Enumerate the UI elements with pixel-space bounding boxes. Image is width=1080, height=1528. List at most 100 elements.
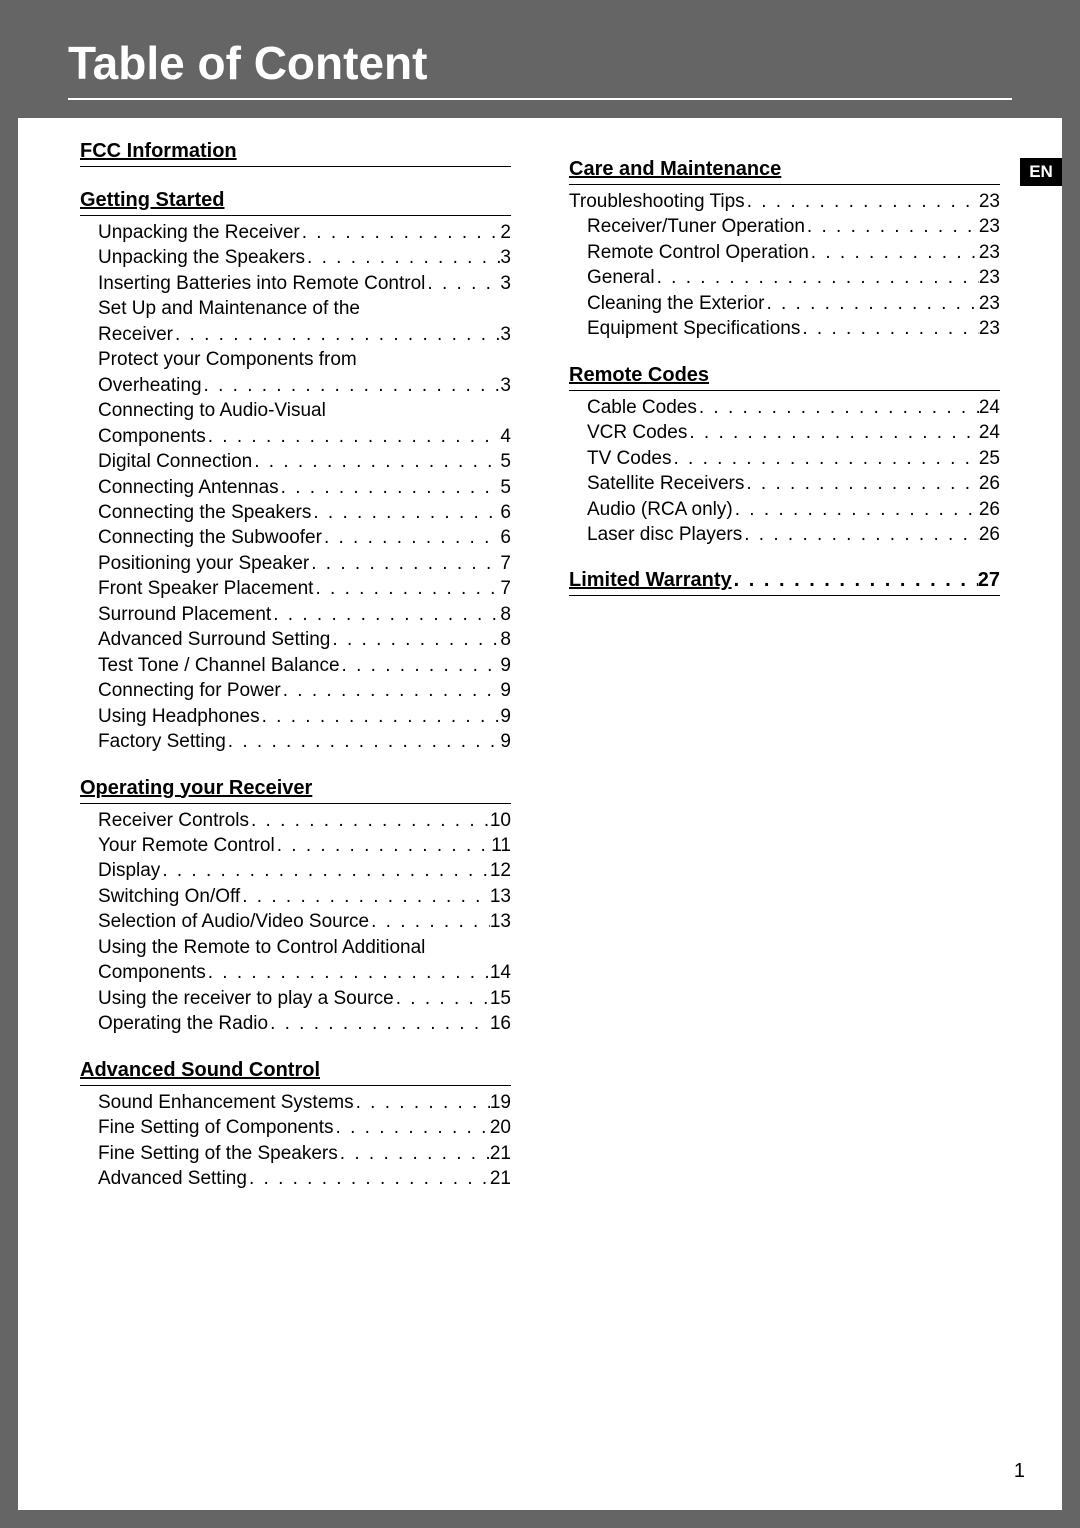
toc-entry-page: 23 [979,265,1000,290]
section-fcc: FCC Information [80,140,511,167]
toc-entry-label: Equipment Specifications [587,316,800,341]
toc-entry-continuation: Using the Remote to Control Additional [98,935,511,960]
toc-entry-leader: . . . . . . . . . . . . . . . . . . . . … [764,291,978,316]
toc-entry-label: Using Headphones [98,704,260,729]
toc-entry-leader: . . . . . . . . . . . . . . . . . . . . … [279,475,501,500]
toc-entry-page: 9 [500,729,511,754]
toc-entry-leader: . . . . . . . . . . . . . . . . . . . . … [252,449,500,474]
toc-entry-leader: . . . . . . . . . . . . . . . . . . . . … [247,1166,490,1191]
toc-entry-page: 8 [500,627,511,652]
entries-getting-started: Unpacking the Receiver . . . . . . . . .… [80,220,511,755]
toc-entry-page: 8 [500,602,511,627]
toc-entry-leader: . . . . . . . . . . . . . . . . . . . . … [655,265,979,290]
toc-entry-page: 26 [979,471,1000,496]
toc-entry-leader: . . . . . . . . . . . . . . . . . . . . … [311,500,500,525]
toc-entry: Equipment Specifications . . . . . . . .… [569,316,1000,341]
toc-entry-page: 3 [500,245,511,270]
toc-entry-page: 13 [490,909,511,934]
toc-entry-leader: . . . . . . . . . . . . . . . . . . . . … [202,373,501,398]
toc-entry-label: Factory Setting [98,729,226,754]
toc-entry: Positioning your Speaker . . . . . . . .… [98,551,511,576]
section-advanced-sound: Advanced Sound Control Sound Enhancement… [80,1059,511,1192]
toc-entry-label: Connecting the Speakers [98,500,311,525]
toc-entry-page: 23 [979,240,1000,265]
toc-entry: VCR Codes . . . . . . . . . . . . . . . … [587,420,1000,445]
toc-entry-leader: . . . . . . . . . . . . . . . . . . . . … [330,627,500,652]
toc-entry: Advanced Setting . . . . . . . . . . . .… [98,1166,511,1191]
entries-operating: Receiver Controls . . . . . . . . . . . … [80,808,511,1037]
toc-entry: Receiver . . . . . . . . . . . . . . . .… [98,322,511,347]
toc-entry: Operating the Radio . . . . . . . . . . … [98,1011,511,1036]
toc-entry-page: 12 [490,858,511,883]
toc-entry: Using the receiver to play a Source . . … [98,986,511,1011]
toc-entry: Receiver/Tuner Operation . . . . . . . .… [569,214,1000,239]
section-heading-warranty: Limited Warranty . . . . . . . . . . . .… [569,569,1000,596]
toc-entry: Test Tone / Channel Balance . . . . . . … [98,653,511,678]
toc-entry-label: Unpacking the Receiver [98,220,300,245]
toc-entry-leader: . . . . . . . . . . . . . . . . . . . . … [322,525,500,550]
toc-entry-leader: . . . . . . . . . . . . . . . . . . . . … [268,1011,490,1036]
toc-entry: Laser disc Players . . . . . . . . . . .… [587,522,1000,547]
toc-entry: Display . . . . . . . . . . . . . . . . … [98,858,511,883]
toc-entry-page: 9 [500,704,511,729]
toc-entry-leader: . . . . . . . . . . . . . . . . . . . . … [281,678,501,703]
toc-entry: Digital Connection . . . . . . . . . . .… [98,449,511,474]
toc-entry-continuation: Protect your Components from [98,347,511,372]
toc-entry-label: Cleaning the Exterior [587,291,764,316]
toc-entry-leader: . . . . . . . . . . . . . . . . . . . . … [313,576,500,601]
warranty-leader: . . . . . . . . . . . . . . . . . . . . … [732,569,978,592]
toc-entry: Using Headphones . . . . . . . . . . . .… [98,704,511,729]
toc-entry-leader: . . . . . . . . . . . . . . . . . . . . … [805,214,979,239]
toc-entry-leader: . . . . . . . . . . . . . . . . . . . . … [334,1115,490,1140]
toc-entry-leader: . . . . . . . . . . . . . . . . . . . . … [744,471,979,496]
toc-entry: General . . . . . . . . . . . . . . . . … [569,265,1000,290]
toc-entry: Sound Enhancement Systems . . . . . . . … [98,1090,511,1115]
toc-entry-page: 9 [500,678,511,703]
toc-entry: Remote Control Operation . . . . . . . .… [569,240,1000,265]
toc-entry: Connecting for Power . . . . . . . . . .… [98,678,511,703]
toc-entry-leader: . . . . . . . . . . . . . . . . . . . . … [206,424,501,449]
toc-entry-label: Troubleshooting Tips [569,189,745,214]
toc-entry-leader: . . . . . . . . . . . . . . . . . . . . … [206,960,490,985]
toc-entry-label: Audio (RCA only) [587,497,733,522]
left-column: FCC Information Getting Started Unpackin… [80,140,511,1213]
toc-entry: Surround Placement . . . . . . . . . . .… [98,602,511,627]
toc-entry-leader: . . . . . . . . . . . . . . . . . . . . … [275,833,492,858]
toc-entry-label: Overheating [98,373,202,398]
toc-entry-leader: . . . . . . . . . . . . . . . . . . . . … [697,395,979,420]
toc-entry-label: Surround Placement [98,602,271,627]
toc-entry-page: 10 [490,808,511,833]
entries-remote-codes: Cable Codes . . . . . . . . . . . . . . … [569,395,1000,548]
toc-entry: Cleaning the Exterior . . . . . . . . . … [569,291,1000,316]
toc-entry-label: Positioning your Speaker [98,551,309,576]
toc-entry-leader: . . . . . . . . . . . . . . . . . . . . … [300,220,501,245]
toc-entry-leader: . . . . . . . . . . . . . . . . . . . . … [733,497,979,522]
toc-entry-page: 21 [490,1166,511,1191]
section-remote-codes: Remote Codes Cable Codes . . . . . . . .… [569,364,1000,548]
toc-entry-leader: . . . . . . . . . . . . . . . . . . . . … [271,602,500,627]
toc-entry-leader: . . . . . . . . . . . . . . . . . . . . … [309,551,500,576]
toc-entry-page: 9 [500,653,511,678]
spacer [569,140,1000,158]
warranty-page: 27 [978,569,1000,592]
section-heading-getting-started: Getting Started [80,189,511,216]
toc-entry-label: Front Speaker Placement [98,576,313,601]
toc-entry: TV Codes . . . . . . . . . . . . . . . .… [587,446,1000,471]
toc-entry-page: 15 [490,986,511,1011]
toc-entry-label: Sound Enhancement Systems [98,1090,354,1115]
toc-entry-label: Selection of Audio/Video Source [98,909,369,934]
toc-entry-label: Remote Control Operation [587,240,809,265]
toc-entry-page: 16 [490,1011,511,1036]
toc-entry: Satellite Receivers . . . . . . . . . . … [587,471,1000,496]
toc-entry-page: 19 [490,1090,511,1115]
toc-entry-continuation: Set Up and Maintenance of the [98,296,511,321]
toc-entry-label: Digital Connection [98,449,252,474]
toc-entry-leader: . . . . . . . . . . . . . . . . . . . . … [800,316,979,341]
toc-entry-page: 21 [490,1141,511,1166]
toc-entry-page: 5 [500,475,511,500]
toc-entry-page: 6 [500,525,511,550]
toc-entry: Components . . . . . . . . . . . . . . .… [98,960,511,985]
section-heading-operating: Operating your Receiver [80,777,511,804]
toc-entry-page: 7 [500,576,511,601]
toc-entry: Troubleshooting Tips . . . . . . . . . .… [569,189,1000,214]
